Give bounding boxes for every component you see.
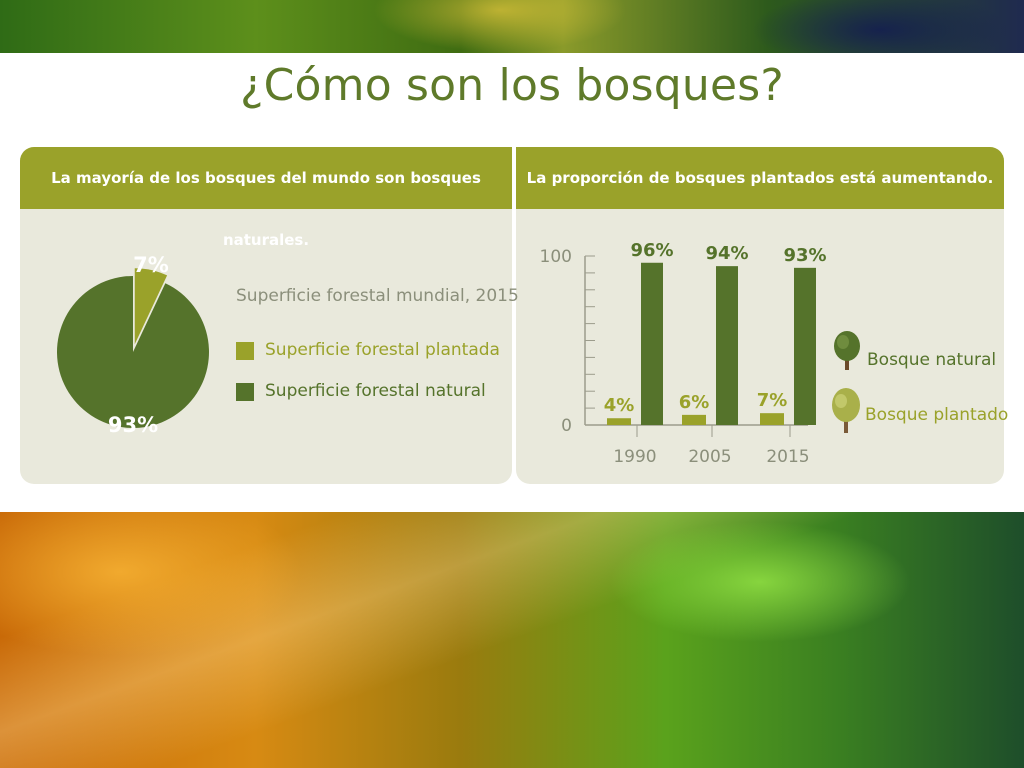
right-panel-header: La proporción de bosques plantados está … xyxy=(516,147,1004,209)
bottom-decorative-band xyxy=(0,512,1024,768)
tree-planted-icon xyxy=(832,388,860,433)
legend-label-natural: Superficie forestal natural xyxy=(265,381,486,401)
legend-swatch-planted xyxy=(236,342,254,360)
natural-forests-panel: La mayoría de los bosques del mundo son … xyxy=(20,147,512,484)
legend-label-planted: Superficie forestal plantada xyxy=(265,340,500,360)
legend-swatch-natural xyxy=(236,383,254,401)
bar-legend-label-planted: Bosque plantado xyxy=(865,405,1009,425)
slide-title: ¿Cómo son los bosques? xyxy=(240,60,784,111)
tree-natural-icon xyxy=(834,331,860,370)
left-panel-header: La mayoría de los bosques del mundo son … xyxy=(20,147,512,249)
bar-legend-label-natural: Bosque natural xyxy=(867,350,997,370)
panel-divider xyxy=(512,147,516,484)
top-decorative-band xyxy=(0,0,1024,53)
planted-forests-panel: La proporción de bosques plantados está … xyxy=(516,147,1004,484)
pie-chart-title: Superficie forestal mundial, 2015 xyxy=(236,286,519,306)
